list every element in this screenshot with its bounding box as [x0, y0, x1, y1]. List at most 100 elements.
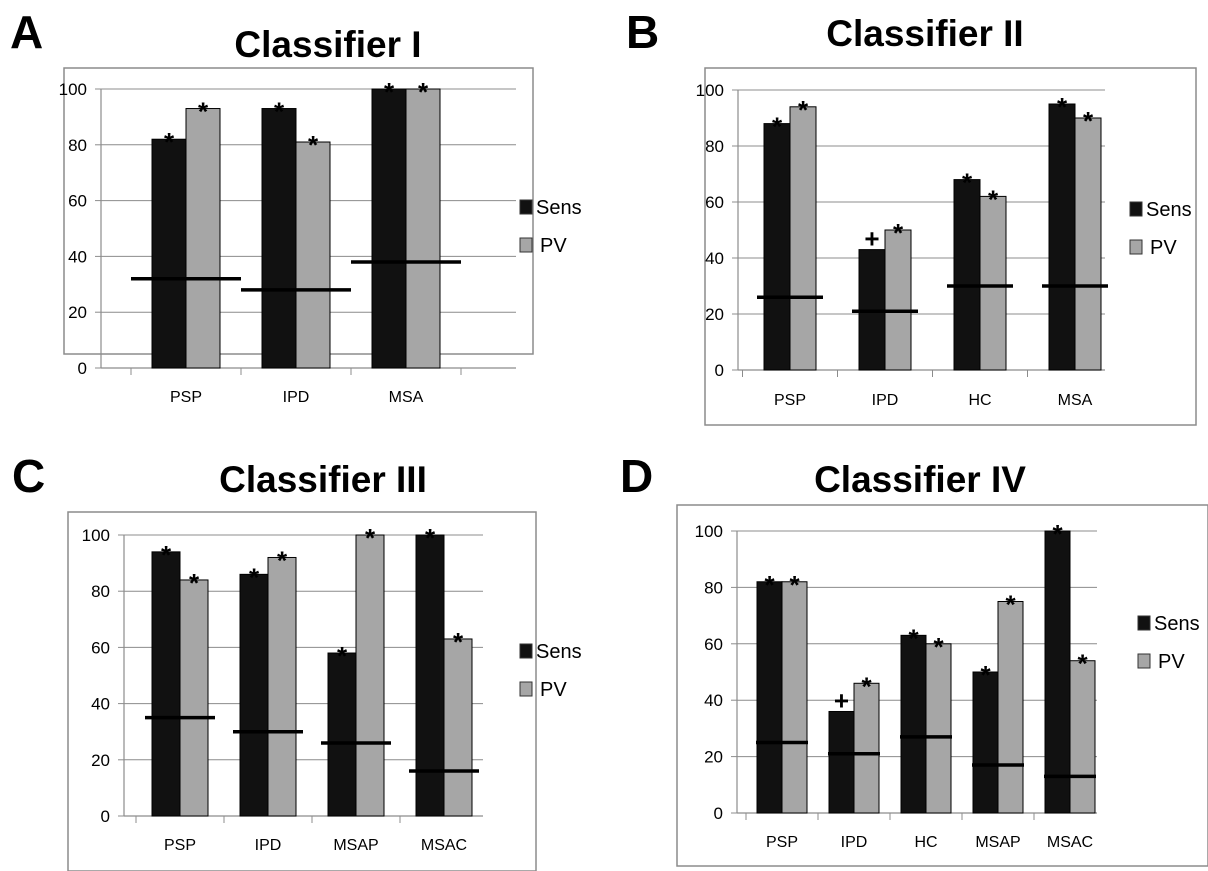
x-tick-label: MSAP [975, 834, 1020, 851]
panel-letter: A [10, 6, 43, 58]
y-tick-label: 60 [68, 192, 87, 211]
significance-marker: * [789, 570, 800, 600]
x-tick-label: PSP [766, 834, 798, 851]
chart-panel-c: C Classifier III 0 20 40 60 80 100 * * PSP * * IPD * * M… [12, 450, 582, 871]
bar-sens-msa [1048, 103, 1076, 371]
y-tick-label: 100 [59, 80, 87, 99]
legend-label-sens: Sens [1146, 199, 1192, 221]
significance-marker: * [337, 641, 348, 671]
significance-marker: * [164, 127, 175, 157]
significance-marker: * [161, 540, 172, 570]
bar-sens-msac [415, 534, 445, 817]
significance-marker: * [1005, 590, 1016, 620]
significance-marker: * [453, 627, 464, 657]
y-tick-label: 80 [704, 578, 723, 597]
bar-sens-ipd [239, 573, 269, 817]
significance-marker: * [277, 545, 288, 575]
bar-sens-msap [972, 671, 999, 814]
legend-swatch-sens [519, 199, 533, 215]
bar-pv-msa [1074, 117, 1102, 371]
significance-marker: * [274, 97, 285, 127]
significance-marker: * [988, 184, 999, 214]
x-tick-label: MSAC [421, 837, 467, 854]
x-tick-label: MSA [1058, 392, 1093, 409]
x-tick-label: MSAP [333, 837, 378, 854]
chart-panel-d: D Classifier IV 0 20 40 60 80 100 * * PSP + * IPD * * HC… [620, 450, 1208, 867]
x-tick-label: IPD [872, 392, 899, 409]
significance-marker: * [425, 523, 436, 553]
x-tick-label: IPD [283, 389, 310, 406]
significance-marker: * [798, 95, 809, 125]
bar-pv-psp [781, 581, 808, 814]
bar-sens-msap [327, 652, 357, 817]
chart-panel-b: B Classifier II 0 20 40 60 80 100 * * PSP + * IPD * * HC… [626, 6, 1197, 426]
bar-sens-psp [756, 581, 783, 814]
chart-panel-a: A Classifier I 0 20 40 60 80 100 * * PSP * * IPD * * MSA… [10, 6, 582, 406]
y-tick-label: 100 [695, 522, 723, 541]
significance-marker: * [1057, 92, 1068, 122]
y-tick-label: 0 [78, 359, 87, 378]
x-tick-label: PSP [774, 392, 806, 409]
x-tick-label: HC [968, 392, 991, 409]
bar-pv-psp [789, 106, 817, 371]
bar-sens-psp [763, 123, 791, 371]
significance-marker: * [893, 218, 904, 248]
legend-swatch-sens [1129, 201, 1143, 217]
significance-marker: * [980, 660, 991, 690]
legend-swatch-sens [1137, 615, 1151, 631]
y-tick-label: 60 [705, 193, 724, 212]
bar-sens-psp [151, 551, 181, 817]
significance-marker: * [418, 77, 429, 107]
bar-sens-msac [1044, 530, 1071, 814]
y-tick-label: 100 [696, 81, 724, 100]
chart-title: Classifier I [234, 24, 421, 65]
y-tick-label: 40 [91, 695, 110, 714]
significance-marker: * [249, 562, 260, 592]
legend-swatch-sens [519, 643, 533, 659]
legend-label-sens: Sens [536, 197, 582, 219]
significance-marker: * [933, 632, 944, 662]
bar-pv-ipd [853, 682, 880, 814]
y-tick-label: 0 [101, 807, 110, 826]
bar-pv-ipd [267, 556, 297, 817]
bar-pv-ipd [295, 141, 331, 369]
legend-swatch-pv [1137, 653, 1151, 669]
y-tick-label: 20 [704, 748, 723, 767]
legend-swatch-pv [519, 681, 533, 697]
x-tick-label: PSP [164, 837, 196, 854]
legend-label-pv: PV [540, 679, 567, 701]
chart-title: Classifier III [219, 459, 427, 500]
x-tick-label: PSP [170, 389, 202, 406]
bar-sens-hc [953, 179, 981, 371]
significance-marker: * [189, 568, 200, 598]
chart-title: Classifier IV [814, 459, 1026, 500]
y-tick-label: 20 [68, 303, 87, 322]
y-tick-label: 80 [91, 582, 110, 601]
significance-marker: * [861, 671, 872, 701]
bar-sens-psp [151, 138, 187, 369]
significance-marker: * [198, 97, 209, 127]
x-tick-label: IPD [841, 834, 868, 851]
x-tick-label: IPD [255, 837, 282, 854]
bar-sens-ipd [828, 710, 855, 814]
legend-label-sens: Sens [1154, 613, 1200, 635]
bar-pv-psp [185, 108, 221, 369]
bar-pv-msac [1069, 660, 1096, 814]
significance-marker: * [772, 112, 783, 142]
x-tick-label: MSA [389, 389, 424, 406]
y-tick-label: 0 [714, 804, 723, 823]
bar-pv-msap [355, 534, 385, 817]
legend-swatch-pv [1129, 239, 1143, 255]
plus-marker: + [864, 224, 879, 254]
bar-pv-msap [997, 601, 1024, 814]
significance-marker: * [764, 570, 775, 600]
legend-label-pv: PV [1150, 237, 1177, 259]
y-tick-label: 40 [705, 249, 724, 268]
bar-pv-msa [405, 88, 441, 369]
significance-marker: * [1077, 649, 1088, 679]
y-tick-label: 60 [704, 635, 723, 654]
bar-pv-hc [925, 643, 952, 814]
significance-marker: * [1052, 519, 1063, 549]
y-tick-label: 100 [82, 526, 110, 545]
